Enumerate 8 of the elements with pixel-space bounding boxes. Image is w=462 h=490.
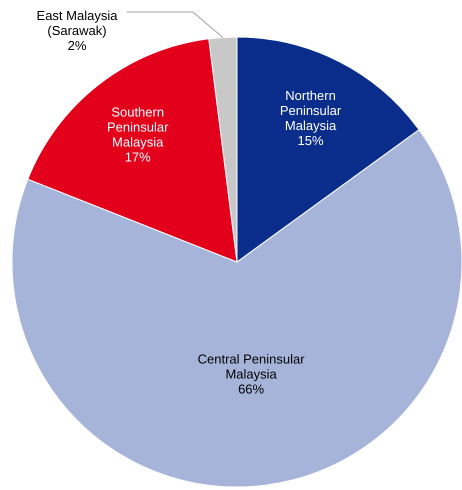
data-label: 17%: [124, 149, 152, 164]
slice-label: Northern Peninsular Malaysia: [280, 88, 342, 134]
slice-label: Southern Peninsular Malaysia: [106, 104, 170, 150]
slice-label: East Malaysia (Sarawak): [36, 8, 118, 38]
data-label: 2%: [68, 38, 87, 53]
slice-label: Central Peninsular Malaysia: [198, 352, 306, 382]
data-label: 15%: [298, 133, 324, 148]
data-label: 66%: [238, 382, 265, 397]
